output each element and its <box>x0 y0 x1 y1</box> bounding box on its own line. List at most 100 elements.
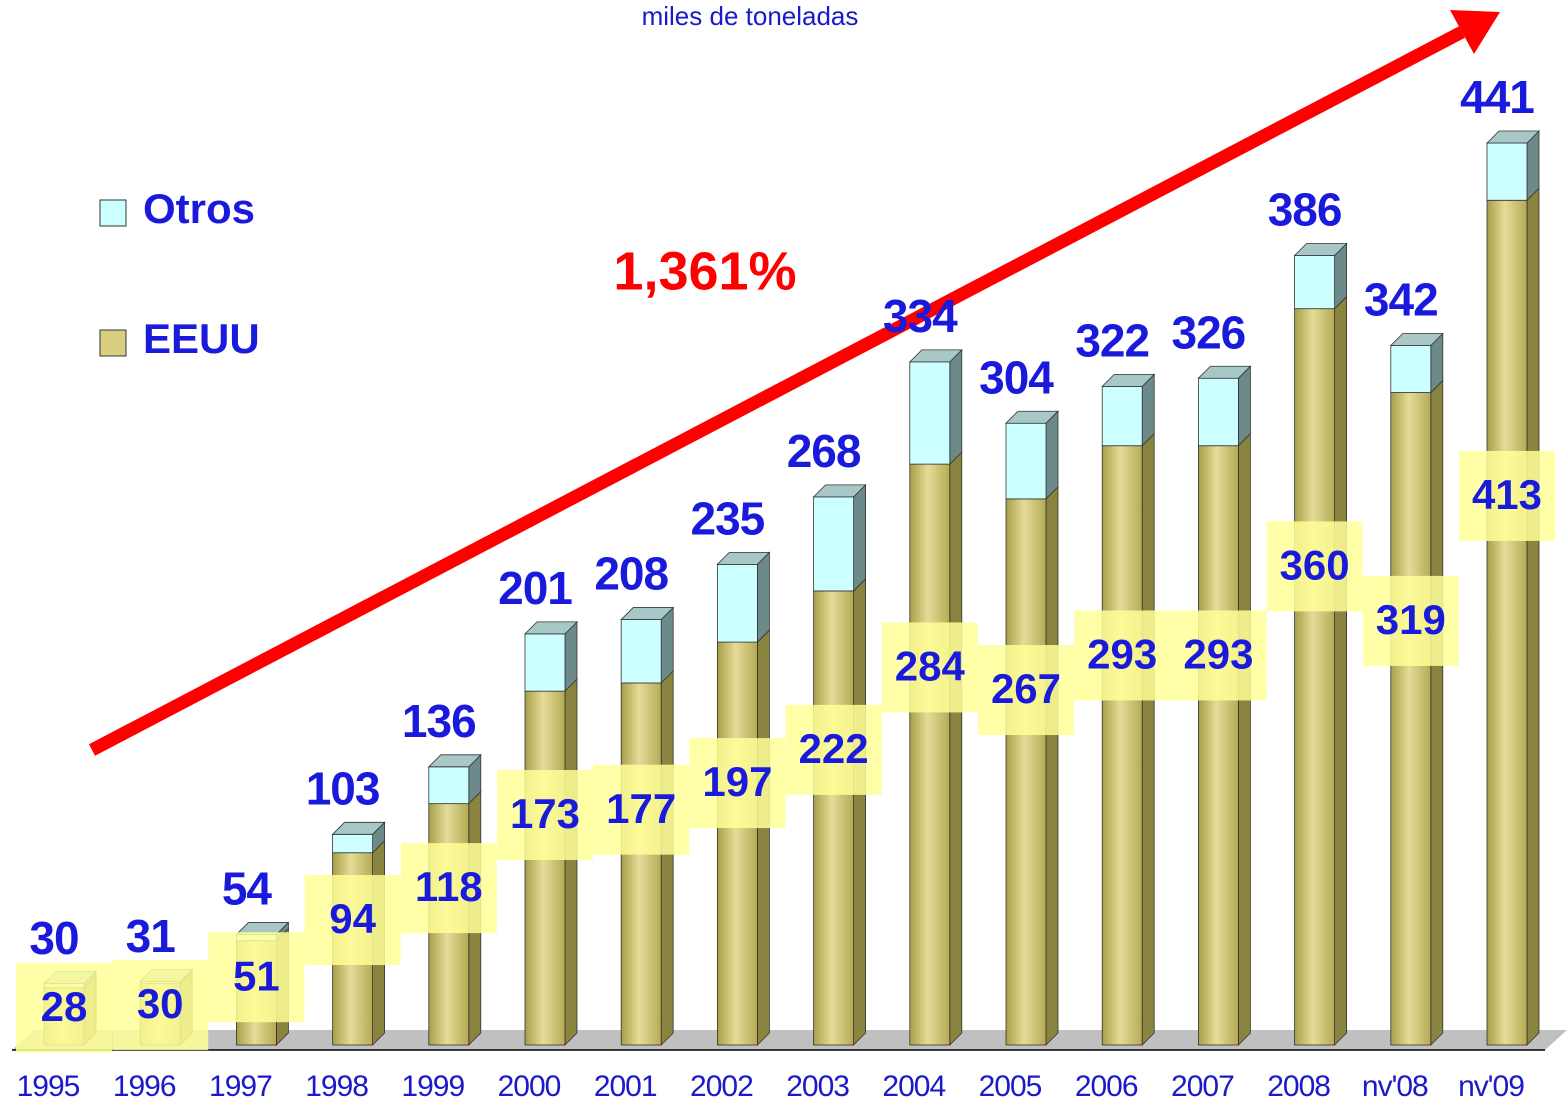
legend-swatch <box>99 199 127 227</box>
x-tick-label: 1996 <box>113 1070 176 1103</box>
bar-segment <box>1101 385 1143 447</box>
total-label: 342 <box>1364 274 1438 326</box>
x-tick-label: 2005 <box>979 1070 1042 1103</box>
bar-segment <box>524 633 566 692</box>
bar-segment <box>1486 142 1528 201</box>
arrow-head <box>1450 10 1500 54</box>
bar-side <box>757 629 770 1046</box>
value-label: 118 <box>415 863 483 910</box>
value-label-box <box>304 875 401 966</box>
bar-segment <box>1294 255 1335 310</box>
value-label-box <box>689 738 786 829</box>
total-label: 322 <box>1075 315 1149 367</box>
x-tick-label: 1995 <box>17 1070 80 1103</box>
bar-segment <box>717 641 758 1046</box>
x-tick-label: 2006 <box>1075 1070 1138 1103</box>
bar-side <box>949 451 963 1046</box>
value-label: 267 <box>991 665 1061 712</box>
value-label: 413 <box>1472 471 1542 518</box>
value-label-box <box>400 843 497 934</box>
bar-side <box>1430 379 1444 1046</box>
x-tick-label: 2002 <box>690 1070 753 1103</box>
legend-label: EEUU <box>143 315 260 362</box>
bar-segment <box>1486 199 1528 1046</box>
value-label-box <box>1362 575 1459 666</box>
value-label-box <box>785 704 882 795</box>
bar-segment <box>1390 392 1432 1046</box>
bar-top <box>716 551 771 565</box>
bar-top <box>331 821 386 835</box>
bar-side <box>660 670 674 1046</box>
total-label: 326 <box>1172 306 1246 358</box>
bar-segment <box>332 833 374 854</box>
x-tick-label: 1998 <box>305 1070 368 1103</box>
bar-segment <box>909 361 951 465</box>
x-tick-label: nv'09 <box>1458 1070 1524 1103</box>
value-label-box <box>16 962 112 1053</box>
value-label: 319 <box>1376 596 1446 643</box>
value-label-box <box>593 764 690 855</box>
subtitle: miles de toneladas <box>642 1 859 31</box>
total-label: 268 <box>787 425 861 477</box>
bar-side <box>1526 187 1540 1046</box>
total-label: 235 <box>691 492 765 544</box>
bar-segment <box>1005 422 1047 500</box>
bar-top <box>1486 130 1540 144</box>
bar-side <box>660 606 674 684</box>
annotation: 1,361% <box>613 241 796 301</box>
bar-segment <box>1294 308 1335 1046</box>
value-label: 284 <box>895 643 966 690</box>
x-tick-label: 2008 <box>1267 1070 1330 1103</box>
bar-side <box>1238 432 1251 1046</box>
bar-segment <box>813 590 854 1046</box>
total-label: 304 <box>979 351 1054 403</box>
bar-segment <box>620 619 662 684</box>
bar-segment <box>909 463 951 1046</box>
x-tick-label: nv'08 <box>1362 1070 1428 1103</box>
x-tick-label: 2000 <box>498 1070 561 1103</box>
bar-top <box>524 621 578 635</box>
value-label-box <box>497 770 593 861</box>
value-label: 30 <box>137 980 184 1027</box>
total-label: 441 <box>1460 71 1534 123</box>
total-label: 103 <box>306 762 380 814</box>
trend-arrow <box>88 26 1466 756</box>
bar-top <box>1101 373 1156 387</box>
bar-segment <box>1005 498 1047 1046</box>
bar-top <box>908 349 963 363</box>
bar-top <box>812 484 867 498</box>
x-tick-label: 1999 <box>401 1070 464 1103</box>
bar-segment <box>620 682 662 1046</box>
bar-top <box>1005 410 1059 424</box>
value-label-box <box>1266 521 1363 612</box>
value-label-box <box>1459 450 1555 541</box>
value-label: 173 <box>510 790 580 837</box>
value-label: 94 <box>329 895 376 942</box>
value-label-box <box>1074 610 1171 701</box>
bar-side <box>949 348 963 466</box>
bar-side <box>1045 410 1059 500</box>
value-label: 293 <box>1183 631 1253 678</box>
x-tick-label: 1997 <box>209 1070 272 1103</box>
x-tick-label: 2004 <box>882 1070 945 1103</box>
total-label: 386 <box>1268 184 1342 236</box>
x-tick-label: 2007 <box>1171 1070 1234 1103</box>
bar-segment <box>524 690 566 1046</box>
bar-top <box>1197 365 1252 379</box>
total-label: 54 <box>222 863 273 915</box>
bar-segment <box>428 766 470 805</box>
bar-top <box>620 607 675 620</box>
bar-segment <box>1101 445 1143 1046</box>
bar-segment <box>1390 345 1432 393</box>
value-label-box <box>1170 610 1267 701</box>
total-label: 201 <box>498 562 572 614</box>
bar-top <box>1293 243 1348 256</box>
total-label: 334 <box>883 290 958 342</box>
legend-swatch <box>99 329 127 357</box>
value-label: 51 <box>233 952 280 999</box>
value-label: 177 <box>606 785 676 832</box>
bar-side <box>1045 485 1059 1046</box>
value-label-box <box>112 960 209 1051</box>
total-label: 30 <box>29 912 78 964</box>
